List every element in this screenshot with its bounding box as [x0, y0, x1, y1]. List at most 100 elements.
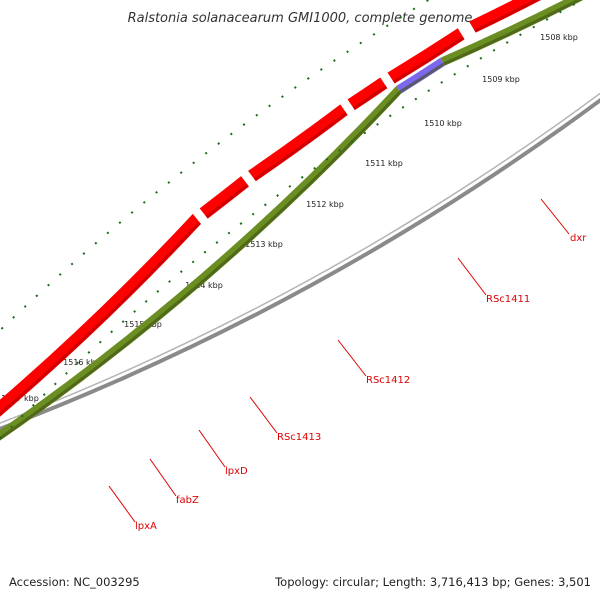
reverse-gene-3-body: [396, 57, 446, 94]
genome-backbone: [0, 92, 600, 431]
inner-tick: [168, 280, 171, 283]
outer-tick: [82, 252, 86, 255]
forward-gene-7-shade: [205, 183, 249, 219]
outer-tick: [58, 273, 62, 276]
kbp-label: 1509 kbp: [482, 75, 520, 84]
inner-tick: [215, 241, 219, 244]
inner-tick: [227, 231, 231, 235]
forward-gene-3-shade: [474, 0, 540, 33]
inner-tick: [203, 250, 207, 254]
gene-label: dxr: [570, 233, 587, 244]
inner-tick: [288, 185, 292, 188]
inner-tick: [0, 436, 3, 440]
inner-tick: [401, 105, 405, 109]
outer-tick: [385, 24, 389, 28]
forward-gene-6-shade: [253, 112, 348, 181]
reverse-gene-3-shade: [399, 62, 445, 94]
kbp-label: 1510 kbp: [424, 119, 462, 128]
inner-tick: [338, 149, 342, 152]
inner-tick: [572, 3, 576, 6]
kbp-scale-labels: 1508 kbp 1509 kbp 1510 kbp 1511 kbp 1512 kbp…: [1, 33, 578, 403]
kbp-label: 1511 kbp: [365, 159, 403, 168]
reverse-gene-4-shade: [0, 90, 402, 441]
genome-summary-text: Topology: circular; Length: 3,716,413 bp…: [274, 575, 591, 589]
outer-tick: [106, 231, 110, 235]
outer-tick: [204, 151, 208, 155]
reverse-strand-track: [0, 0, 584, 441]
outer-tick: [167, 181, 171, 184]
inner-tick: [313, 166, 317, 170]
outer-tick: [412, 7, 416, 11]
outer-tick: [47, 283, 50, 287]
outer-tick: [70, 262, 74, 266]
inner-tick: [479, 56, 483, 60]
outer-tick: [118, 221, 122, 225]
outer-tick: [242, 123, 246, 126]
outer-tick: [142, 200, 146, 204]
outer-tick: [0, 326, 4, 330]
kbp-label: 1513 kbp: [245, 240, 283, 249]
backbone-line-0: [0, 97, 600, 431]
gene-label: RSc1411: [486, 294, 530, 305]
outer-tick: [346, 50, 349, 54]
outer-tick: [12, 315, 16, 319]
leader-line: [540, 198, 570, 235]
outer-tick-marks: [0, 0, 429, 330]
kbp-label: 1508 kbp: [540, 33, 578, 42]
kbp-label: 1514 kbp: [185, 281, 223, 290]
kbp-label: 1512 kbp: [306, 200, 344, 209]
inner-tick: [350, 140, 354, 144]
backbone-line-1: [0, 92, 600, 424]
inner-tick: [10, 425, 13, 429]
gene-labels: dxr RSc1411 RSc1412 RSc1413 lpxD fabZ lpxA: [135, 233, 587, 532]
inner-tick: [76, 361, 80, 365]
inner-tick: [65, 371, 68, 375]
outer-tick: [35, 294, 39, 298]
inner-tick: [133, 310, 137, 313]
leader-line: [198, 429, 226, 468]
inner-tick: [191, 260, 195, 264]
leader-line: [337, 339, 367, 377]
outer-tick: [155, 190, 158, 194]
forward-gene-8: [0, 213, 201, 417]
reverse-gene-2-shade: [443, 0, 583, 66]
inner-tick: [276, 194, 279, 197]
forward-gene-8-body: [0, 213, 201, 417]
accession-text: Accession: NC_003295: [9, 575, 140, 589]
outer-tick: [130, 211, 134, 214]
forward-gene-4: [387, 28, 465, 84]
inner-tick: [263, 203, 267, 207]
inner-tick: [42, 393, 46, 396]
outer-tick: [229, 132, 233, 136]
inner-tick: [466, 64, 470, 68]
forward-strand-track: [0, 0, 542, 417]
inner-tick-marks: [0, 3, 576, 440]
gene-label: RSc1412: [366, 375, 410, 386]
gene-label: RSc1413: [277, 432, 321, 443]
outer-tick: [359, 41, 363, 45]
inner-tick: [98, 340, 102, 344]
map-title: Ralstonia solanacearum GMI1000, complete…: [128, 11, 473, 26]
inner-tick: [427, 89, 431, 93]
inner-tick: [545, 18, 549, 21]
kbp-label: 1516 kbp: [63, 358, 101, 367]
outer-tick: [399, 15, 402, 19]
inner-tick: [453, 72, 457, 76]
forward-gene-6-body: [248, 104, 348, 182]
outer-tick: [179, 171, 183, 175]
inner-tick: [440, 81, 444, 84]
leader-line: [108, 485, 136, 523]
inner-tick: [325, 157, 329, 161]
inner-tick: [121, 320, 125, 324]
reverse-gene-4-body: [0, 86, 402, 441]
outer-tick: [281, 95, 284, 99]
forward-gene-5-shade: [352, 85, 388, 110]
inner-tick: [388, 114, 392, 118]
leader-line: [457, 257, 487, 296]
inner-tick: [239, 222, 243, 225]
outer-tick: [332, 59, 336, 62]
outer-tick: [94, 241, 98, 245]
reverse-gene-4: [0, 86, 402, 441]
inner-tick: [300, 175, 304, 179]
